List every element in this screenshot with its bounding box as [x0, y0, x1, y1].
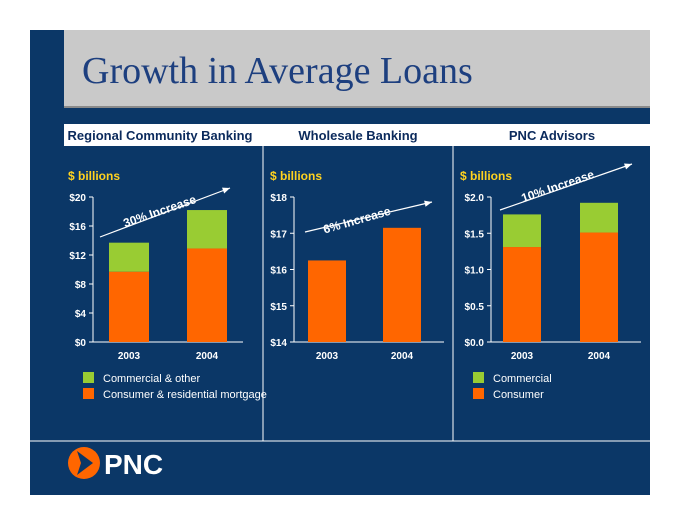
bar-segment	[503, 247, 541, 342]
units-label: $ billions	[460, 169, 512, 183]
legend-label: Commercial	[493, 373, 552, 385]
x-tick-label: 2003	[118, 351, 141, 362]
bar-segment	[187, 210, 227, 249]
bar-segment	[109, 242, 149, 272]
y-tick-label: $8	[75, 280, 87, 291]
logo-wordmark: PNC	[104, 449, 163, 480]
growth-arrow-head	[424, 200, 432, 207]
panel-title: PNC Advisors	[509, 128, 595, 143]
y-tick-label: $17	[270, 229, 287, 240]
y-tick-label: $16	[270, 266, 287, 277]
y-tick-label: $12	[69, 251, 86, 262]
bar-segment	[580, 232, 618, 342]
panel-title: Regional Community Banking	[68, 128, 253, 143]
y-tick-label: $16	[69, 222, 86, 233]
y-tick-label: $0.5	[465, 302, 485, 313]
y-tick-label: $1.5	[465, 229, 485, 240]
y-tick-label: $4	[75, 309, 87, 320]
growth-arrow-head	[222, 187, 230, 194]
bar-segment	[187, 248, 227, 342]
growth-arrow-line	[99, 187, 231, 238]
x-tick-label: 2004	[588, 351, 611, 362]
bar-segment	[580, 202, 618, 233]
y-tick-label: $14	[270, 338, 287, 349]
y-tick-label: $20	[69, 193, 86, 204]
y-tick-label: $18	[270, 193, 287, 204]
legend-label: Commercial & other	[103, 373, 201, 385]
growth-arrow-line	[499, 163, 633, 211]
y-tick-label: $1.0	[465, 266, 485, 277]
logo-arrow-shape	[77, 451, 93, 475]
legend-swatch	[473, 372, 484, 383]
legend-swatch	[83, 388, 94, 399]
units-label: $ billions	[270, 169, 322, 183]
y-tick-label: $2.0	[465, 193, 485, 204]
bar-segment	[109, 271, 149, 342]
y-tick-label: $0.0	[465, 338, 485, 349]
panel-headers-band	[64, 124, 650, 146]
x-tick-label: 2004	[196, 351, 219, 362]
bar-segment	[383, 227, 421, 342]
bar-segment	[308, 260, 346, 342]
legend-label: Consumer & residential mortgage	[103, 389, 267, 401]
pnc-logo: PNC	[68, 447, 163, 480]
y-tick-label: $15	[270, 302, 287, 313]
legend-swatch	[83, 372, 94, 383]
slide-title: Growth in Average Loans	[82, 50, 473, 92]
legend-swatch	[473, 388, 484, 399]
units-label: $ billions	[68, 169, 120, 183]
legend-label: Consumer	[493, 389, 544, 401]
title-band	[64, 30, 650, 106]
x-tick-label: 2004	[391, 351, 414, 362]
title-band-bottom-line	[64, 106, 650, 108]
growth-arrow-line	[304, 201, 433, 233]
bar-segment	[503, 214, 541, 248]
x-tick-label: 2003	[316, 351, 339, 362]
y-tick-label: $0	[75, 338, 87, 349]
growth-arrow-head	[624, 163, 632, 170]
x-tick-label: 2003	[511, 351, 534, 362]
panel-title: Wholesale Banking	[298, 128, 417, 143]
